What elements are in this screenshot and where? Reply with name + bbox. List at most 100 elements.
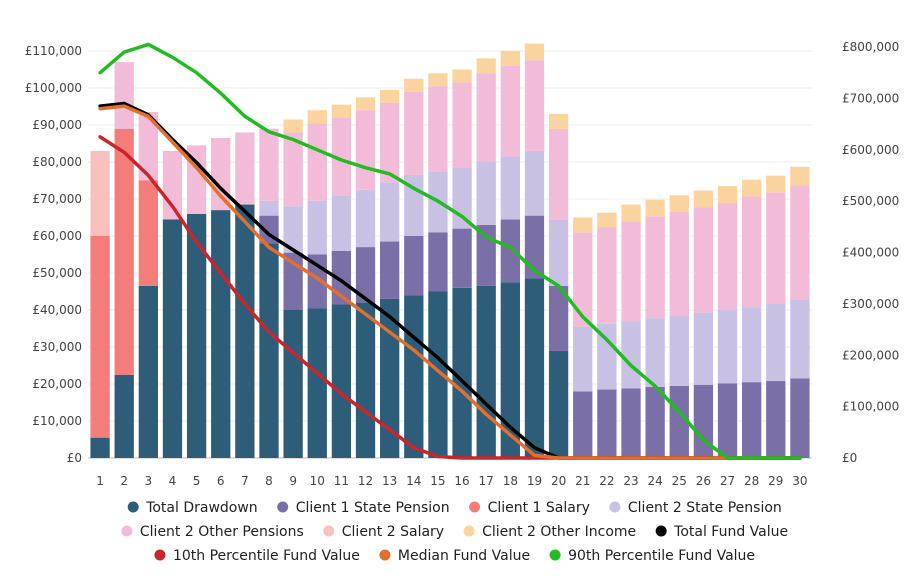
y-right-tick-label: £600,000 (842, 143, 899, 157)
bar-client-2-other-pensions (742, 196, 762, 308)
x-tick-label: 5 (193, 474, 201, 488)
bar-client-2-other-pensions (524, 60, 545, 151)
x-tick-label: 4 (169, 474, 177, 488)
bar-client-1-state-pension (380, 241, 400, 299)
bar-client-1-state-pension (428, 232, 448, 292)
legend-label: Total Fund Value (673, 524, 788, 540)
bar-client-1-state-pension (404, 236, 424, 296)
y-left-tick-label: £60,000 (32, 229, 82, 243)
bar-client-2-other-income (476, 58, 496, 74)
y-left-tick-label: £80,000 (32, 155, 82, 169)
bar-total-drawdown (235, 204, 255, 458)
legend-label: 10th Percentile Fund Value (173, 548, 360, 564)
line-median-fund-value (98, 104, 802, 460)
y-right-tick-label: £200,000 (842, 348, 899, 362)
x-tick-label: 23 (623, 474, 638, 488)
bar-client-2-other-pensions (573, 232, 593, 327)
bar-client-2-other-income (597, 212, 617, 228)
bar-client-2-other-income (790, 166, 810, 186)
bar-client-2-other-income (621, 204, 641, 222)
bar-client-2-other-pensions (621, 221, 641, 322)
x-tick-label: 7 (241, 474, 249, 488)
line-90th-percentile-fund-value (98, 42, 802, 460)
x-tick-label: 11 (334, 474, 349, 488)
y-right-tick-label: £500,000 (842, 194, 899, 208)
x-tick-label: 26 (696, 474, 711, 488)
legend-marker (655, 525, 667, 537)
bar-total-drawdown (404, 295, 424, 458)
x-tick-label: 15 (430, 474, 445, 488)
x-tick-label: 2 (120, 474, 128, 488)
bar-client-2-state-pension (500, 156, 520, 220)
bar-client-2-state-pension (717, 310, 738, 384)
bar-client-1-state-pension (476, 224, 496, 286)
bar-client-2-other-income (669, 195, 689, 212)
bar-total-drawdown (524, 278, 545, 458)
bar-client-2-other-income (283, 119, 303, 133)
bar-client-2-other-income (524, 43, 545, 61)
bar-client-2-other-income (548, 113, 569, 129)
bar-client-2-other-pensions (452, 82, 472, 168)
legend-marker (463, 525, 475, 537)
bar-client-2-other-pensions (355, 110, 376, 190)
grid-layer (88, 50, 812, 459)
bar-client-2-state-pension (766, 303, 786, 382)
bar-client-1-state-pension (790, 378, 810, 458)
bar-client-2-other-income (693, 190, 714, 208)
bar-client-2-state-pension (476, 162, 496, 225)
bar-client-2-other-pensions (380, 102, 400, 183)
y-left-tick-label: £10,000 (32, 414, 82, 428)
bar-client-2-other-income (717, 186, 738, 203)
bar-client-2-state-pension (307, 200, 327, 255)
x-tick-label: 24 (647, 474, 662, 488)
y-left-tick-label: £40,000 (32, 303, 82, 317)
bar-total-drawdown (331, 304, 352, 458)
bar-total-drawdown (548, 350, 569, 458)
bar-client-2-other-income (645, 199, 665, 217)
legend: Total Drawdown Client 1 State Pension Clie… (121, 500, 788, 564)
legend-label: Client 2 Other Income (482, 524, 636, 540)
bar-total-drawdown (138, 285, 158, 458)
bar-total-drawdown (500, 282, 520, 458)
bar-client-2-state-pension (742, 307, 762, 383)
y-left-tick-label: £30,000 (32, 340, 82, 354)
bar-total-drawdown (114, 374, 134, 458)
y-left-tick-label: £0 (67, 451, 82, 465)
x-tick-label: 17 (479, 474, 494, 488)
y-left-tick-label: £50,000 (32, 266, 82, 280)
bar-client-2-other-pensions (669, 211, 689, 316)
legend-marker (609, 501, 621, 513)
x-tick-label: 1 (96, 474, 104, 488)
legend-marker (127, 501, 139, 513)
bar-total-drawdown (90, 437, 110, 458)
x-tick-label: 20 (551, 474, 566, 488)
bar-client-1-state-pension (355, 247, 376, 303)
bar-client-2-state-pension (452, 167, 472, 229)
bar-client-1-state-pension (669, 385, 689, 458)
bar-total-drawdown (259, 243, 279, 458)
bar-total-drawdown (186, 213, 207, 458)
bar-client-2-other-pensions (307, 123, 327, 201)
bar-client-2-other-pensions (717, 202, 738, 310)
bar-client-2-state-pension (524, 150, 545, 216)
bar-client-2-other-pensions (790, 185, 810, 301)
y-left-tick-label: £20,000 (32, 377, 82, 391)
bar-client-2-other-pensions (645, 216, 665, 319)
bar-client-2-state-pension (331, 195, 352, 251)
bar-client-1-salary (138, 180, 158, 286)
y-right-tick-label: £100,000 (842, 400, 899, 414)
legend-marker (154, 549, 166, 561)
bar-client-2-other-pensions (138, 112, 158, 181)
bar-client-2-other-income (355, 97, 376, 111)
bar-total-drawdown (211, 210, 231, 458)
x-tick-label: 12 (358, 474, 373, 488)
x-tick-label: 30 (792, 474, 807, 488)
bar-client-2-other-pensions (114, 62, 134, 129)
bar-total-drawdown (476, 285, 496, 458)
legend-label: Client 1 Salary (488, 500, 590, 516)
bar-client-1-state-pension (500, 219, 520, 283)
bar-client-2-other-income (404, 78, 424, 92)
legend-marker (379, 549, 391, 561)
bar-client-2-other-income (573, 217, 593, 233)
